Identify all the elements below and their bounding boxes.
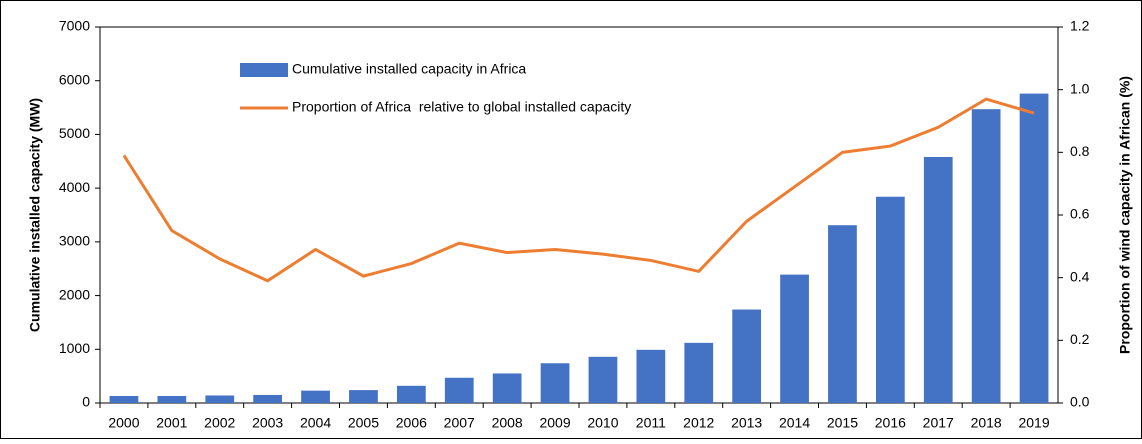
x-tick-label: 2016 bbox=[875, 415, 906, 431]
y-tick-label: 5000 bbox=[59, 125, 90, 141]
x-tick-label: 2001 bbox=[156, 415, 187, 431]
x-tick-label: 2014 bbox=[779, 415, 810, 431]
x-tick-label: 2013 bbox=[731, 415, 762, 431]
bar bbox=[109, 396, 139, 403]
bar bbox=[492, 373, 522, 403]
y2-tick-label: 0.6 bbox=[1070, 206, 1090, 222]
y-tick-label: 4000 bbox=[59, 179, 90, 195]
x-tick-label: 2019 bbox=[1018, 415, 1049, 431]
x-tick-label: 2012 bbox=[683, 415, 714, 431]
x-tick-label: 2008 bbox=[492, 415, 523, 431]
y-tick-label: 1000 bbox=[59, 340, 90, 356]
y-axis-label: Cumulative installed capacity (MW) bbox=[27, 98, 43, 332]
bar bbox=[923, 156, 953, 403]
y2-tick-label: 0.4 bbox=[1070, 268, 1090, 284]
bar bbox=[253, 394, 283, 403]
y2-axis-label: Proportion of wind capacity in African (… bbox=[1117, 76, 1133, 354]
bar bbox=[444, 377, 474, 403]
y2-tick-label: 1.2 bbox=[1070, 18, 1090, 34]
y2-tick-label: 0.8 bbox=[1070, 143, 1090, 159]
x-tick-label: 2010 bbox=[587, 415, 618, 431]
bar bbox=[396, 385, 426, 403]
bar bbox=[875, 196, 905, 403]
x-tick-label: 2000 bbox=[108, 415, 139, 431]
bar bbox=[1019, 93, 1049, 403]
legend-label: Cumulative installed capacity in Africa bbox=[292, 61, 526, 77]
x-tick-label: 2003 bbox=[252, 415, 283, 431]
y-tick-label: 2000 bbox=[59, 286, 90, 302]
y-tick-label: 6000 bbox=[59, 71, 90, 87]
bar bbox=[780, 274, 809, 403]
bar bbox=[205, 395, 235, 403]
plot-area bbox=[99, 26, 1059, 404]
legend-swatch bbox=[240, 63, 288, 77]
bar bbox=[636, 349, 666, 403]
y2-tick-label: 1.0 bbox=[1070, 80, 1090, 96]
bar bbox=[588, 356, 618, 403]
y-tick-label: 7000 bbox=[59, 18, 90, 34]
x-tick-label: 2009 bbox=[539, 415, 570, 431]
y2-tick-label: 0.2 bbox=[1070, 331, 1090, 347]
bar bbox=[157, 396, 187, 403]
x-tick-label: 2007 bbox=[444, 415, 475, 431]
x-tick-label: 2004 bbox=[300, 415, 331, 431]
x-tick-label: 2006 bbox=[396, 415, 427, 431]
bar bbox=[301, 390, 330, 403]
x-tick-label: 2018 bbox=[971, 415, 1002, 431]
x-tick-label: 2002 bbox=[204, 415, 235, 431]
line bbox=[122, 97, 1035, 283]
bar bbox=[732, 309, 762, 403]
bar bbox=[349, 390, 378, 403]
x-tick-label: 2017 bbox=[923, 415, 954, 431]
y2-tick-label: 0.0 bbox=[1070, 394, 1090, 410]
bar bbox=[540, 363, 570, 403]
y-tick-label: 0 bbox=[82, 394, 90, 410]
x-tick-label: 2011 bbox=[636, 415, 666, 431]
bar bbox=[828, 225, 857, 403]
bar bbox=[684, 342, 714, 403]
legend-label: Proportion of Africa relative to global … bbox=[292, 99, 631, 115]
x-tick-label: 2005 bbox=[348, 415, 379, 431]
y-tick-label: 3000 bbox=[59, 233, 90, 249]
bar bbox=[971, 109, 1001, 403]
x-tick-label: 2015 bbox=[827, 415, 858, 431]
